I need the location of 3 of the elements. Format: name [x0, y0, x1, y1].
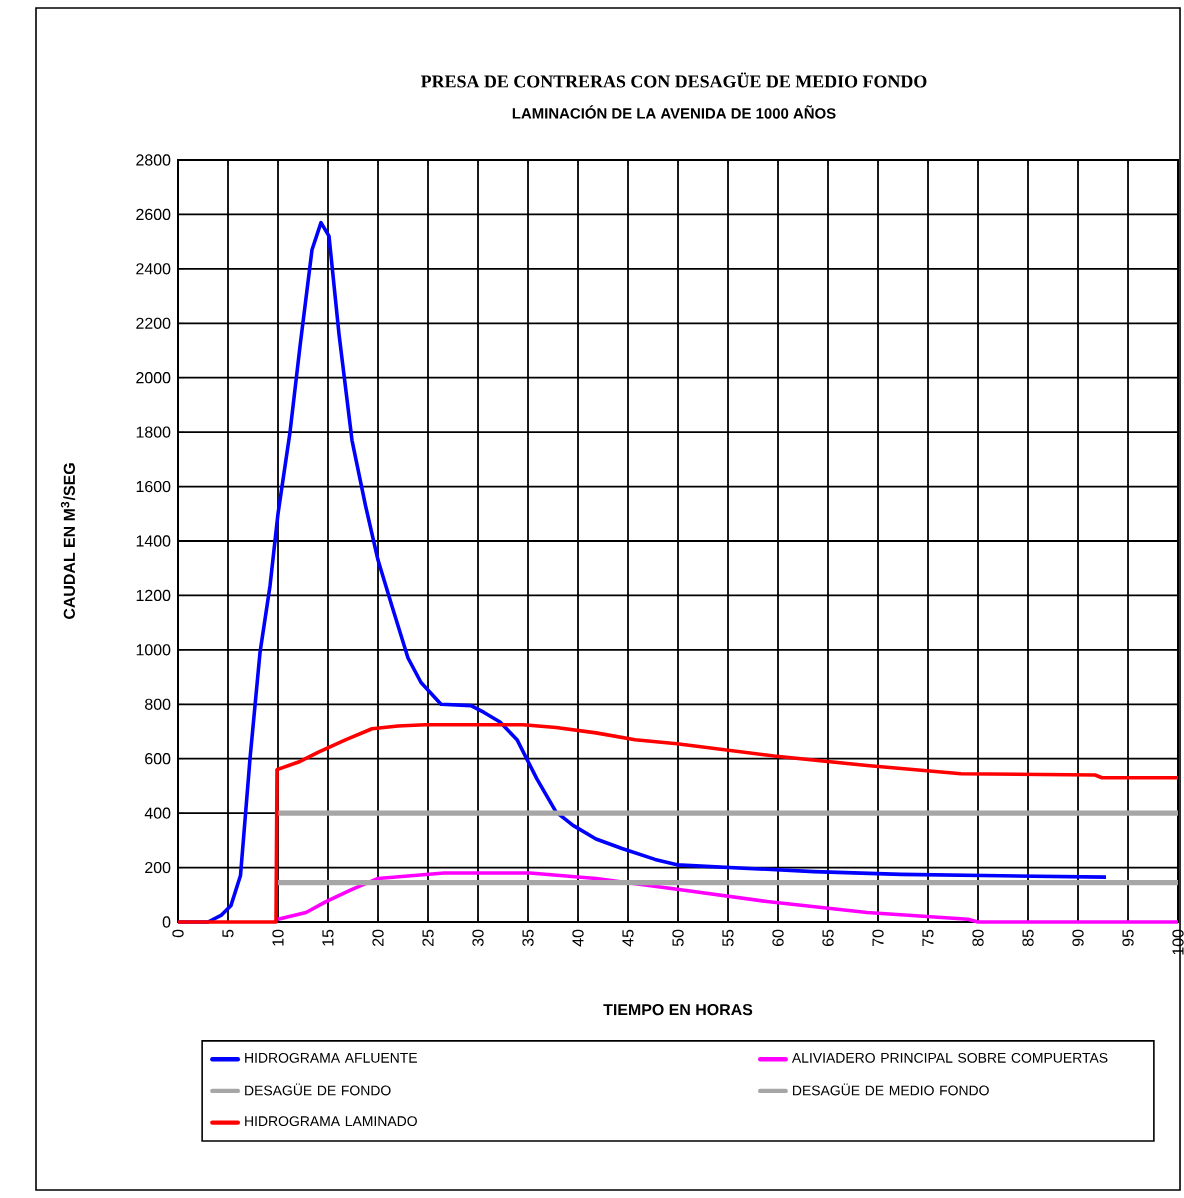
line-series [276, 871, 1180, 924]
chart-title: PRESA DE CONTRERAS CON DESAGÜE DE MEDIO FONDO [420, 72, 927, 88]
line-series [176, 722, 1180, 924]
